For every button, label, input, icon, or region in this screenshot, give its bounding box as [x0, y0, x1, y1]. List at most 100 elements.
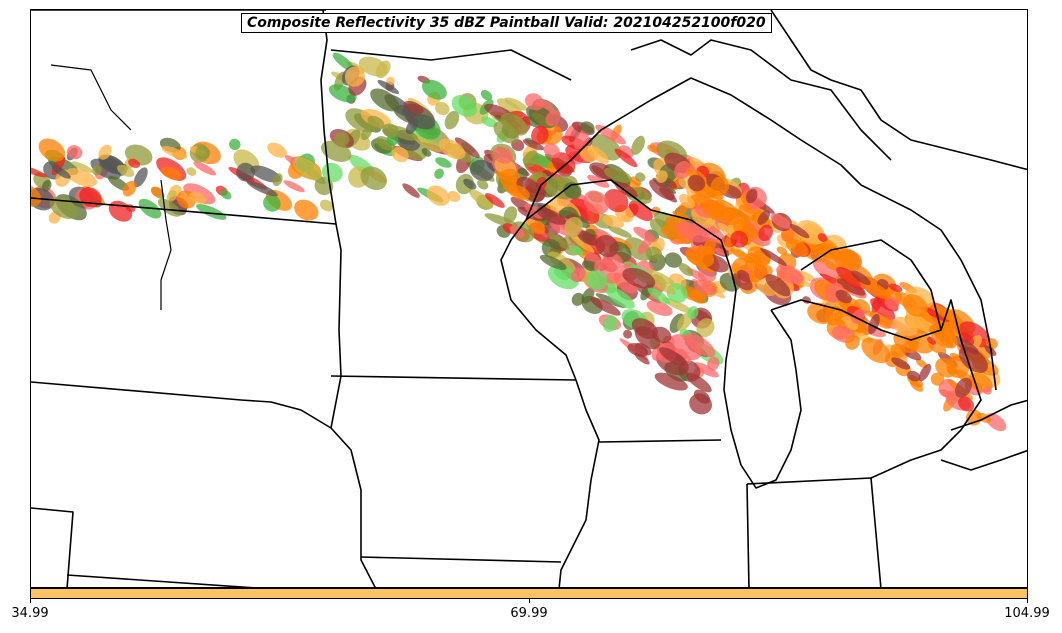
- reflectivity-blob: [319, 199, 334, 212]
- reflectivity-blob: [660, 225, 693, 245]
- reflectivity-blob: [861, 337, 891, 364]
- reflectivity-blob: [789, 223, 810, 239]
- sd-ia-border: [330, 375, 342, 429]
- reflectivity-blob: [758, 224, 774, 242]
- reflectivity-blob: [480, 90, 493, 101]
- lake-michigan: [723, 269, 802, 489]
- reflectivity-blob: [686, 372, 712, 393]
- oh-border: [870, 477, 882, 587]
- colorbar-label-mid: 69.99: [510, 606, 548, 621]
- reflectivity-blob: [477, 179, 489, 190]
- reflectivity-blob: [891, 357, 911, 370]
- reflectivity-blob: [649, 179, 675, 201]
- reflectivity-blob: [678, 193, 695, 209]
- reflectivity-blob: [776, 246, 788, 256]
- reflectivity-blob: [607, 225, 632, 238]
- reflectivity-blob: [160, 166, 183, 180]
- reflectivity-blob: [166, 190, 177, 202]
- reflectivity-blob: [817, 233, 828, 242]
- reflectivity-blob: [687, 306, 699, 320]
- reflectivity-blob: [108, 200, 133, 222]
- reflectivity-blob: [579, 145, 599, 163]
- state-boundaries: [31, 10, 1027, 587]
- reflectivity-blob: [884, 296, 900, 310]
- reflectivity-blob: [382, 123, 399, 138]
- red-river: [160, 179, 172, 310]
- reflectivity-blob: [71, 161, 94, 173]
- reflectivity-blob: [845, 334, 860, 350]
- reflectivity-blob: [946, 365, 958, 376]
- reflectivity-blob: [444, 110, 460, 130]
- reflectivity-blob: [786, 238, 809, 257]
- in-oh-border: [746, 483, 750, 587]
- reflectivity-blob: [918, 363, 932, 382]
- reflectivity-blob: [370, 88, 400, 112]
- lake-nipigon: [630, 39, 892, 161]
- reflectivity-blob: [193, 161, 217, 176]
- reflectivity-blob: [293, 157, 322, 181]
- reflectivity-blob: [614, 148, 638, 168]
- reflectivity-blob: [714, 247, 726, 255]
- reflectivity-blob: [635, 172, 646, 182]
- lake-superior-west: [525, 77, 862, 221]
- reflectivity-blob: [524, 203, 544, 219]
- reflectivity-blob: [573, 130, 589, 150]
- reflectivity-blob: [564, 216, 583, 237]
- reflectivity-blob: [551, 152, 576, 175]
- reflectivity-blob: [189, 191, 207, 204]
- canada-border-east: [330, 49, 572, 81]
- mn-wi-border: [500, 219, 577, 381]
- reflectivity-blob: [710, 199, 741, 226]
- reflectivity-blob: [332, 52, 355, 72]
- reflectivity-blob: [888, 283, 903, 293]
- reflectivity-blob: [602, 214, 625, 229]
- reflectivity-blob: [634, 352, 650, 365]
- reflectivity-blob: [760, 247, 787, 266]
- reflectivity-blob: [470, 159, 495, 182]
- reflectivity-blob: [693, 279, 717, 295]
- reflectivity-blob: [622, 267, 656, 289]
- reflectivity-blob: [434, 168, 444, 179]
- colorbar-tick-mid: [529, 599, 530, 603]
- reflectivity-blob: [507, 184, 530, 200]
- reflectivity-blob: [547, 232, 571, 250]
- reflectivity-blob: [503, 206, 518, 224]
- reflectivity-blob: [426, 185, 450, 206]
- reflectivity-blob: [623, 329, 633, 339]
- reflectivity-blob: [604, 189, 629, 213]
- reflectivity-blob: [647, 144, 659, 153]
- reflectivity-blob: [454, 137, 480, 159]
- reflectivity-blob: [403, 100, 424, 114]
- reflectivity-blob: [661, 297, 695, 314]
- lake-erie: [950, 399, 1027, 431]
- reflectivity-blob: [494, 170, 523, 186]
- reflectivity-blob: [547, 264, 580, 290]
- in-mi-border: [746, 477, 872, 485]
- reflectivity-blob: [196, 203, 227, 220]
- lake-huron: [800, 239, 942, 331]
- reflectivity-blob: [463, 178, 477, 190]
- reflectivity-blob: [539, 254, 567, 270]
- reflectivity-blob: [687, 174, 706, 192]
- map-canvas: [31, 10, 1027, 587]
- reflectivity-blob: [631, 318, 658, 340]
- reflectivity-blob: [757, 210, 771, 225]
- reflectivity-blob: [421, 79, 447, 100]
- map-panel: [30, 9, 1028, 588]
- reflectivity-blob: [492, 146, 514, 164]
- reflectivity-blob: [630, 176, 642, 186]
- lower-michigan: [770, 299, 982, 479]
- reflectivity-blob: [447, 191, 461, 202]
- reflectivity-blob: [684, 333, 716, 358]
- reflectivity-blob: [868, 313, 880, 335]
- reflectivity-blob: [360, 166, 387, 190]
- reflectivity-blob: [909, 379, 924, 392]
- reflectivity-blob: [836, 266, 866, 290]
- reflectivity-blob: [500, 112, 528, 136]
- reflectivity-blob: [133, 167, 148, 188]
- reflectivity-blob: [580, 121, 595, 134]
- reflectivity-blob: [958, 396, 975, 412]
- reflectivity-blob: [614, 181, 638, 198]
- reflectivity-blob: [863, 310, 897, 325]
- reflectivity-blob: [344, 66, 365, 87]
